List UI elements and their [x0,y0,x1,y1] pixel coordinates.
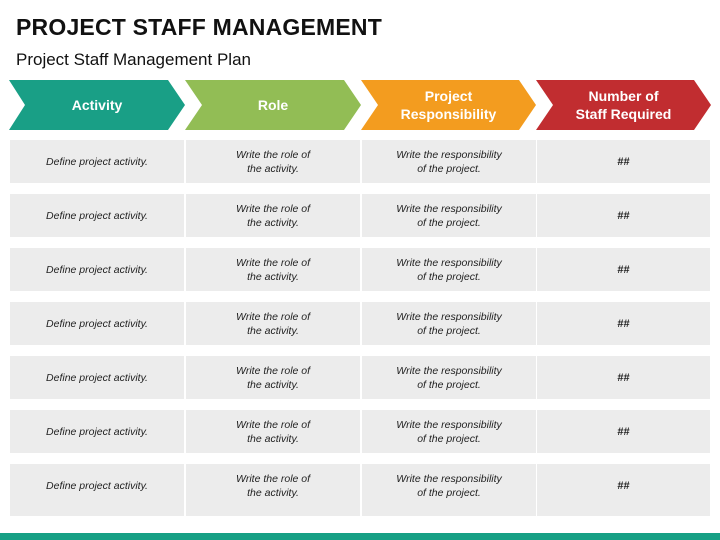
row-separator [10,183,710,194]
cell-responsibility: Write the responsibility of the project. [396,256,502,283]
cell-activity: Define project activity. [46,209,148,222]
cell-activity: Define project activity. [46,425,148,438]
cell-staff-required: ## [617,317,630,330]
cell-role: Write the role of the activity. [235,256,311,283]
row-separator [10,399,710,410]
cell-staff-required: ## [617,479,630,492]
cell-staff-required: ## [617,371,630,384]
bottom-accent-bar [0,533,720,540]
cell-activity: Define project activity. [46,371,148,384]
row-separator [10,453,710,464]
header-arrow-responsibility [361,80,536,130]
cell-role: Write the role of the activity. [235,472,311,499]
header-arrow-staff [536,80,711,130]
header-arrow-role [185,80,361,130]
cell-staff-required: ## [617,425,630,438]
header-role: Role [257,97,289,113]
cell-role: Write the role of the activity. [235,148,311,175]
row-separator [10,345,710,356]
row-separator [10,237,710,248]
header-arrow-activity [9,80,185,130]
cell-role: Write the role of the activity. [235,310,311,337]
cell-activity: Define project activity. [46,263,148,276]
header-activity: Activity [71,97,123,113]
page-title: PROJECT STAFF MANAGEMENT [16,14,382,40]
page-subtitle: Project Staff Management Plan [16,50,251,69]
cell-responsibility: Write the responsibility of the project. [396,364,502,391]
header-staff: Number of Staff Required [575,88,672,122]
cell-staff-required: ## [617,263,630,276]
cell-activity: Define project activity. [46,479,148,492]
table-header-arrows [9,80,711,130]
cell-responsibility: Write the responsibility of the project. [396,310,502,337]
cell-staff-required: ## [617,155,630,168]
cell-responsibility: Write the responsibility of the project. [396,418,502,445]
cell-role: Write the role of the activity. [235,364,311,391]
cell-activity: Define project activity. [46,317,148,330]
header-responsibility: Project Responsibility [400,88,497,122]
cell-role: Write the role of the activity. [235,418,311,445]
cell-activity: Define project activity. [46,155,148,168]
cell-responsibility: Write the responsibility of the project. [396,148,502,175]
cell-responsibility: Write the responsibility of the project. [396,472,502,499]
cell-role: Write the role of the activity. [235,202,311,229]
row-separator [10,291,710,302]
cell-staff-required: ## [617,209,630,222]
cell-responsibility: Write the responsibility of the project. [396,202,502,229]
